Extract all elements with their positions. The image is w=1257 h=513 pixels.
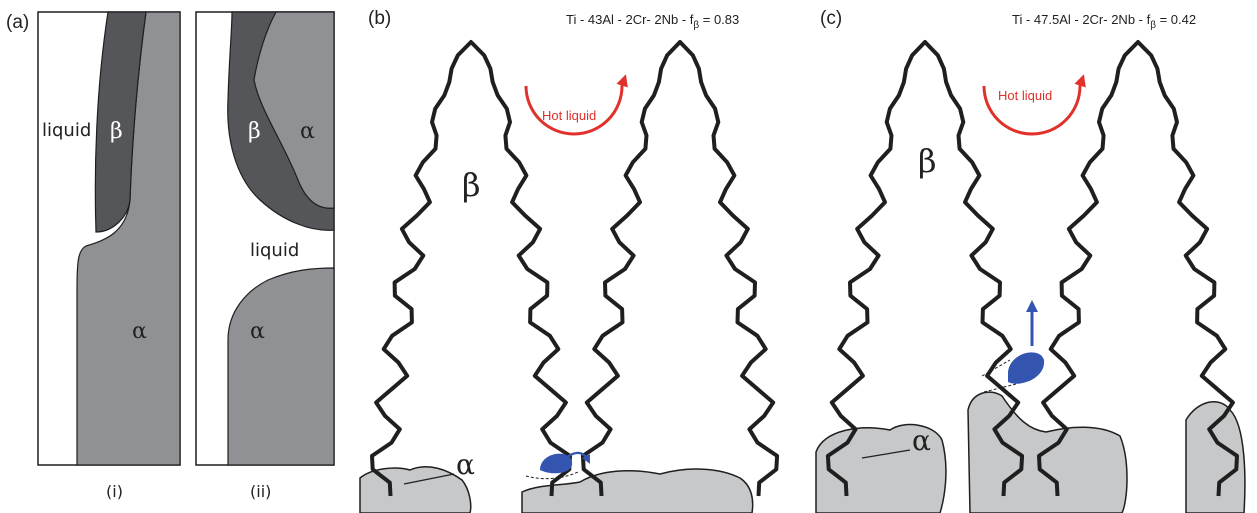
dendrite-c-1: [825, 40, 1025, 497]
alpha-label-b: α: [456, 448, 475, 481]
alpha-bottom-label-ii: α: [250, 319, 265, 344]
liquid-label-i: liquid: [42, 120, 91, 141]
blob-trail-c-1: [981, 359, 1011, 377]
caption-ii: (ii): [250, 482, 271, 501]
alpha-base-c-mid: [967, 391, 1128, 513]
panel-c-header: Ti - 47.5Al - 2Cr- 2Nb - fβ = 0.42: [1012, 12, 1196, 31]
alpha-base-b-right: [521, 468, 754, 513]
beta-label-i: β: [110, 119, 123, 144]
panel-b-header: Ti - 43Al - 2Cr- 2Nb - fβ = 0.83: [566, 12, 739, 31]
alpha-top-label-ii: α: [300, 119, 315, 144]
hot-liquid-arc-c: [982, 74, 1086, 136]
alpha-label-i: α: [132, 319, 147, 344]
beta-region-i: [94, 11, 147, 233]
dendrite-c-2: [1037, 40, 1239, 497]
panel-a: (a) liquid β α (i) β α liquid α (ii: [6, 11, 335, 501]
alpha-base-c-right: [1185, 400, 1246, 513]
panel-c: (c) Ti - 47.5Al - 2Cr- 2Nb - fβ = 0.42 β…: [815, 8, 1246, 513]
beta-label-c: β: [918, 142, 937, 180]
panel-a-ii: β α liquid α (ii): [195, 11, 335, 501]
panel-b-label: (b): [368, 8, 391, 29]
alpha-label-c: α: [912, 424, 931, 457]
hot-liquid-arc-b: [524, 74, 628, 136]
blob-trail-c-2: [983, 383, 1017, 393]
alpha-base-b-left: [359, 466, 472, 513]
beta-label-ii: β: [248, 119, 261, 144]
alpha-top-region-ii: [253, 11, 335, 209]
panel-b: (b) Ti - 43Al - 2Cr- 2Nb - fβ = 0.83 β α…: [359, 8, 780, 513]
hot-liquid-label-c: Hot liquid: [998, 88, 1052, 103]
liquid-label-ii: liquid: [250, 240, 299, 261]
hot-liquid-label-b: Hot liquid: [542, 108, 596, 123]
blob-arrow-b: [565, 451, 590, 464]
alpha-pointer-c: [861, 449, 911, 459]
panel-a-i: liquid β α (i): [37, 11, 181, 501]
caption-i: (i): [106, 482, 123, 501]
beta-label-b: β: [462, 166, 481, 204]
alpha-bottom-region-ii: [227, 267, 335, 466]
solute-blob-b: [540, 453, 573, 474]
panel-a-label: (a): [6, 12, 29, 33]
alpha-pointer-b: [403, 473, 455, 485]
solute-blob-c: [1008, 352, 1045, 384]
panel-c-label: (c): [820, 8, 842, 29]
alpha-base-c-left: [815, 423, 947, 513]
dendrite-b-2: [580, 40, 780, 497]
dendrite-b-1: [370, 40, 572, 497]
